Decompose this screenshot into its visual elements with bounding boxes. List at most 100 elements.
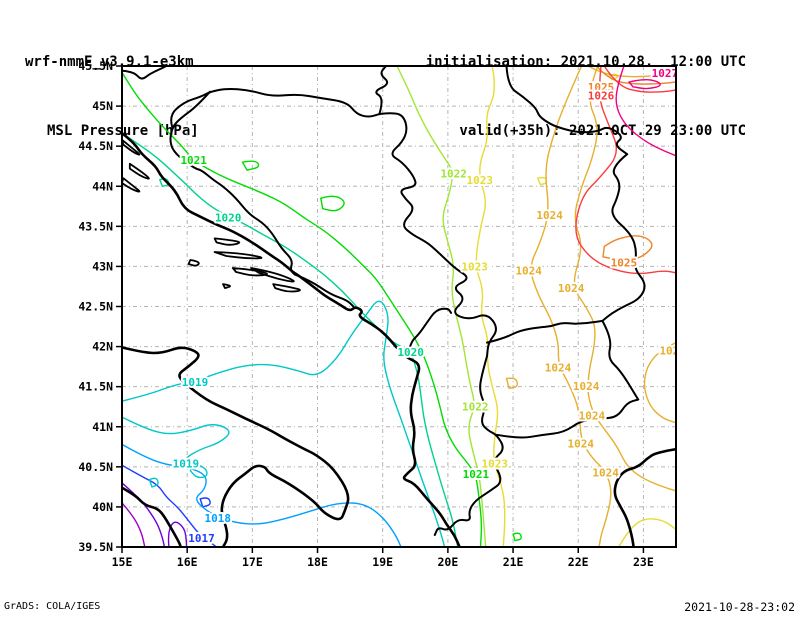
isobar-1021 — [319, 195, 345, 212]
border-albania-east-greece — [433, 355, 504, 536]
isobar-1024 — [505, 377, 518, 390]
island-pag — [122, 138, 141, 156]
isobar-1017 — [122, 464, 217, 547]
x-tick-label: 23E — [633, 555, 654, 569]
island-vis — [187, 259, 200, 267]
isobar-1018 — [122, 443, 402, 547]
isobar-1026 — [603, 66, 676, 93]
isobar-label-1024: 1024 — [558, 282, 585, 295]
x-tick-label: 16E — [177, 555, 198, 569]
border-una-dinara-border — [169, 90, 296, 276]
isobar-1027 — [627, 78, 661, 90]
y-tick-label: 40.5N — [78, 460, 113, 474]
y-tick-label: 42N — [92, 340, 113, 354]
isobar-label-1019: 1019 — [173, 458, 200, 471]
coastline-adriatic-east-coast — [122, 132, 461, 547]
isobar-label-1024: 1024 — [592, 466, 619, 479]
isobar-label-1022: 1022 — [440, 167, 467, 180]
island-peljesac — [250, 267, 295, 283]
island-hvar — [213, 251, 263, 260]
island-korcula — [231, 267, 268, 277]
island-brac — [213, 237, 241, 246]
isobar-label-1017: 1017 — [188, 532, 215, 545]
render-timestamp: 2021-10-28-23:02 — [684, 600, 795, 614]
y-tick-label: 45N — [92, 99, 113, 113]
island-lastovo — [222, 283, 231, 289]
y-tick-label: 44.5N — [78, 139, 113, 153]
isobar-1023 — [536, 176, 548, 186]
isobar-1021 — [512, 532, 522, 542]
isobar-label-1020: 1020 — [215, 212, 242, 225]
y-tick-label: 41N — [92, 420, 113, 434]
y-tick-label: 43N — [92, 259, 113, 273]
isobar-1019 — [189, 462, 208, 479]
isobar-1027 — [615, 66, 676, 157]
border-danube-croatia-serbia — [375, 66, 389, 116]
x-tick-label: 15E — [112, 555, 133, 569]
y-tick-label: 45.5N — [78, 59, 113, 73]
isobar-label-1025: 1025 — [588, 81, 615, 94]
y-tick-label: 40N — [92, 500, 113, 514]
x-tick-label: 18E — [307, 555, 328, 569]
isobar-label-1024: 1024 — [573, 380, 600, 393]
x-tick-label: 17E — [242, 555, 263, 569]
map-plot-area: 1017 1018 1019 1019 1020 1020 1021 1021 1022 1022… — [122, 66, 686, 547]
border-bosnia-montenegro — [293, 273, 355, 308]
border-montenegro-albania — [406, 307, 453, 359]
x-tick-label: 21E — [503, 555, 524, 569]
border-drina-kosovo-border — [378, 112, 497, 358]
isobar-1023 — [617, 518, 676, 547]
y-tick-label: 42.5N — [78, 300, 113, 314]
isobar-1019 — [122, 416, 230, 463]
x-tick-label: 22E — [568, 555, 589, 569]
isobar-1019 — [122, 300, 446, 547]
isobar-1024 — [643, 341, 676, 424]
y-tick-label: 41.5N — [78, 380, 113, 394]
isobar-label-1024: 1024 — [579, 410, 606, 423]
isobar-label-1023: 1023 — [482, 458, 509, 471]
island-zadar-islands — [128, 162, 150, 180]
isobar-1020 — [122, 132, 459, 547]
isobar-label-1024: 1024 — [659, 345, 686, 358]
coastline-italy-tyrrhenian-coast — [122, 486, 182, 547]
isobar-label-1024: 1024 — [545, 361, 572, 374]
isobar-1015 — [122, 502, 146, 547]
border-sava-border — [170, 87, 381, 128]
isobar-label-1023: 1023 — [461, 260, 488, 273]
isobar-1022 — [396, 66, 487, 547]
isobar-1017 — [199, 497, 211, 508]
valid-time-label: valid(+35h): 2021.OCT.29 23:00 UTC — [459, 123, 746, 139]
isobar-1021 — [241, 160, 260, 172]
isobar-label-1019: 1019 — [182, 376, 209, 389]
isobar-1019 — [148, 477, 159, 488]
x-tick-label: 19E — [372, 555, 393, 569]
island-dugi-otok — [122, 177, 141, 193]
coastline-greece-aegean-coast — [613, 447, 676, 547]
x-tick-label: 20E — [438, 555, 459, 569]
isobar-1024 — [573, 66, 676, 492]
border-serbia-bulgaria — [601, 153, 646, 322]
isobar-label-1024: 1024 — [515, 264, 542, 277]
y-tick-label: 44N — [92, 179, 113, 193]
island-mljet — [272, 283, 301, 293]
grads-credit: GrADS: COLA/IGES — [4, 601, 101, 612]
isobar-1021 — [122, 72, 483, 547]
border-bulgaria-macedonia — [601, 319, 640, 401]
border-slovenia-croatia — [122, 66, 168, 80]
border-macedonia-greece — [495, 398, 640, 439]
isobar-1024 — [530, 66, 612, 547]
isobar-1016 — [167, 521, 188, 547]
coastline-italy-adriatic-coast — [122, 346, 350, 547]
isobar-label-1025: 1025 — [611, 256, 638, 269]
isobar-1025 — [602, 235, 653, 261]
y-tick-label: 43.5N — [78, 219, 113, 233]
isobar-label-1021: 1021 — [463, 468, 490, 481]
field-title: MSL Pressure [hPa] — [47, 123, 199, 139]
y-tick-label: 39.5N — [78, 540, 113, 554]
isobar-label-1027: 1027 — [652, 67, 679, 80]
isobar-label-1020: 1020 — [397, 346, 424, 359]
isobar-label-1024: 1024 — [568, 438, 595, 451]
border-macedonia-serbia — [486, 319, 604, 344]
isobar-label-1026: 1026 — [588, 90, 615, 103]
